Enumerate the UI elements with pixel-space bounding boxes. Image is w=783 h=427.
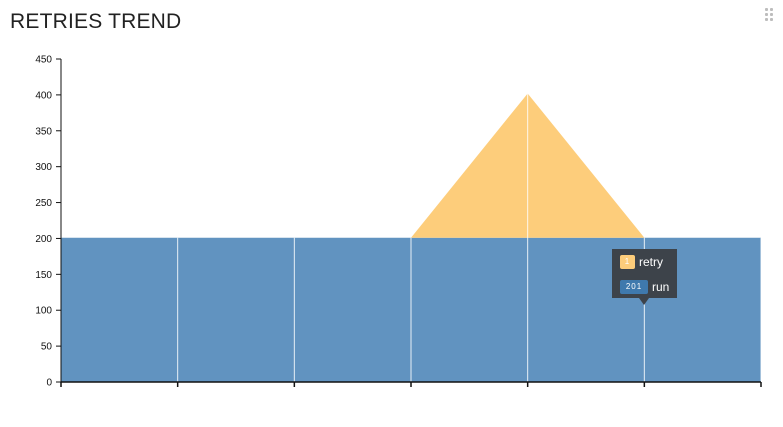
y-tick-label: 300	[35, 162, 52, 173]
y-tick-label: 250	[35, 198, 52, 209]
area-series-retry	[61, 93, 761, 238]
chart-tooltip: 1 retry 201 run	[612, 249, 677, 305]
y-axis: 0 50 100 150 200 250 300 350 400 450	[35, 55, 62, 389]
y-tick-label: 350	[35, 126, 52, 137]
y-tick-label: 100	[35, 306, 52, 317]
tooltip-row-run: 201 run	[620, 280, 677, 294]
tooltip-run-value: 201	[620, 280, 648, 294]
tooltip-row-retry: 1 retry	[620, 255, 677, 269]
y-tick-label: 400	[35, 90, 52, 101]
y-tick-label: 150	[35, 270, 52, 281]
y-tick-label: 0	[46, 378, 52, 389]
y-tick-label: 200	[35, 234, 52, 245]
x-axis	[60, 381, 762, 387]
y-tick-label: 450	[35, 55, 52, 66]
tooltip-retry-value: 1	[620, 255, 635, 269]
widget-title: RETRIES TREND	[10, 10, 182, 33]
tooltip-retry-label: retry	[639, 255, 663, 269]
tooltip-run-label: run	[652, 280, 670, 294]
y-tick-label: 50	[41, 342, 53, 353]
drag-handle-icon[interactable]	[765, 8, 777, 24]
